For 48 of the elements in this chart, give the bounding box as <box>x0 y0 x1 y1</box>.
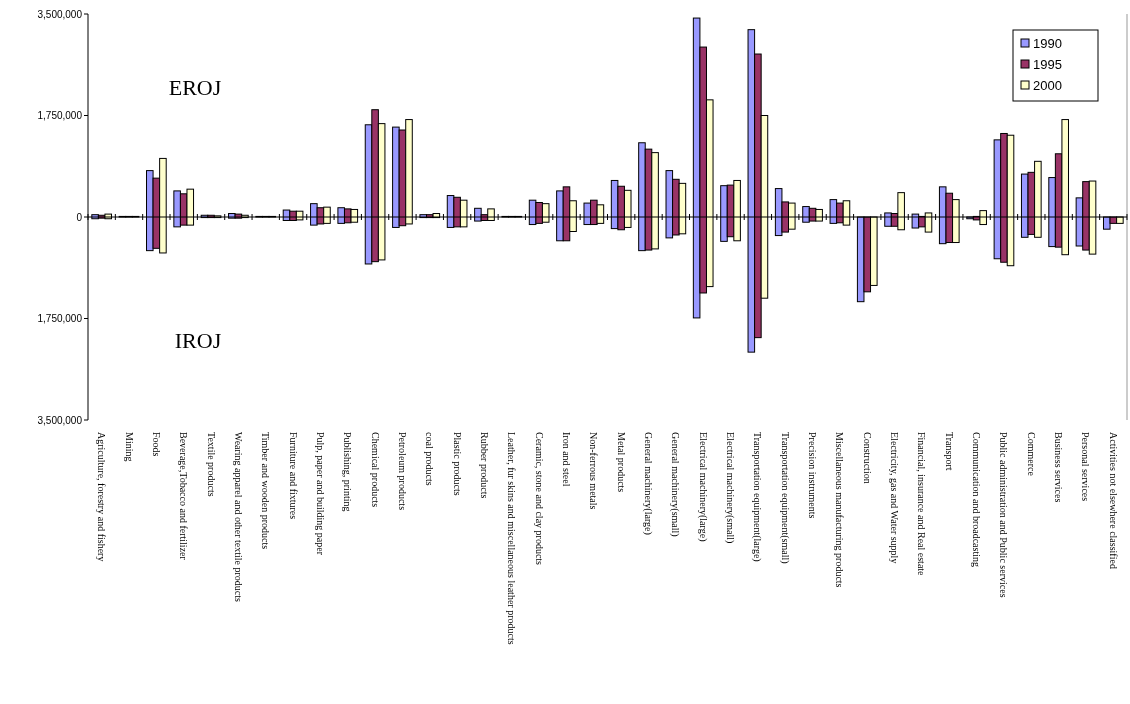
x-tick-label: Timber and wooden products <box>260 432 272 550</box>
y-tick-label: 3,500,000 <box>37 414 83 426</box>
x-tick-label: General machinery(large) <box>642 432 655 535</box>
x-tick-label: Pulp, paper and building paper <box>314 432 326 556</box>
x-tick-label: Metal products <box>615 432 627 493</box>
x-tick-label: Wearing apparel and other textile products <box>232 432 244 603</box>
y-tick-label: 1,750,000 <box>37 110 83 121</box>
x-tick-label: coal products <box>424 432 436 486</box>
x-tick-label: Activities not elsewhere classified <box>1107 432 1119 569</box>
x-tick-label: Construction <box>861 432 873 484</box>
x-tick-label: Miscellaneous manufacturing products <box>834 432 846 588</box>
x-tick-label: Precision instruments <box>807 432 819 519</box>
x-tick-label: Iron and steel <box>560 432 572 487</box>
annotation: IROJ <box>174 328 222 353</box>
x-tick-label: Communication and broadcasting <box>971 432 983 567</box>
x-tick-label: Non-ferrous metals <box>588 432 600 510</box>
x-tick-label: Electrical machinery(large) <box>696 432 709 542</box>
x-tick-label: Leather, fur skins and miscellaneous leather products <box>506 432 518 645</box>
x-tick-label: General machinery(small) <box>669 432 682 537</box>
x-tick-label: Agriculture, forestry and fishery <box>96 432 108 562</box>
x-tick-label: Petroleum products <box>396 432 408 511</box>
x-tick-label: Textile products <box>205 432 217 497</box>
legend-label: 1995 <box>1033 56 1062 72</box>
x-tick-label: Mining <box>123 432 135 462</box>
x-tick-label: Ceramic, stone and clay products <box>533 432 545 566</box>
x-tick-label: Transportation equipment(large) <box>751 432 764 562</box>
x-tick-label: Business services <box>1053 432 1065 503</box>
x-tick-label: Transport <box>943 432 955 471</box>
x-tick-label: Publishing, printing <box>342 432 354 512</box>
x-tick-label: Foods <box>150 432 162 457</box>
y-tick-label: 3,500,000 <box>37 8 83 20</box>
x-tick-label: Rubber products <box>478 432 490 499</box>
annotation: EROJ <box>168 75 222 100</box>
x-tick-label: Transportation equipment(small) <box>778 432 791 564</box>
x-tick-label: Electricity, gas and Water supply <box>889 432 901 564</box>
x-tick-label: Furniture and fixtures <box>287 432 299 520</box>
x-tick-label: Commerce <box>1025 432 1037 477</box>
x-tick-label: Public administration and Public services <box>998 432 1010 598</box>
x-tick-label: Electrical machinery(small) <box>724 432 737 544</box>
legend-label: 1990 <box>1033 35 1062 51</box>
x-tick-label: Plastic products <box>451 432 463 496</box>
y-tick-label: 1,750,000 <box>37 313 83 324</box>
x-tick-label: Chemical products <box>369 432 381 508</box>
x-tick-label: Personal services <box>1080 432 1092 502</box>
y-tick-label: 0 <box>76 211 83 223</box>
x-tick-label: Financial, insurance and Real estate <box>916 432 928 577</box>
x-tick-label: Beverage,Tobacco and fertilizer <box>178 432 190 561</box>
legend-label: 2000 <box>1033 77 1062 93</box>
